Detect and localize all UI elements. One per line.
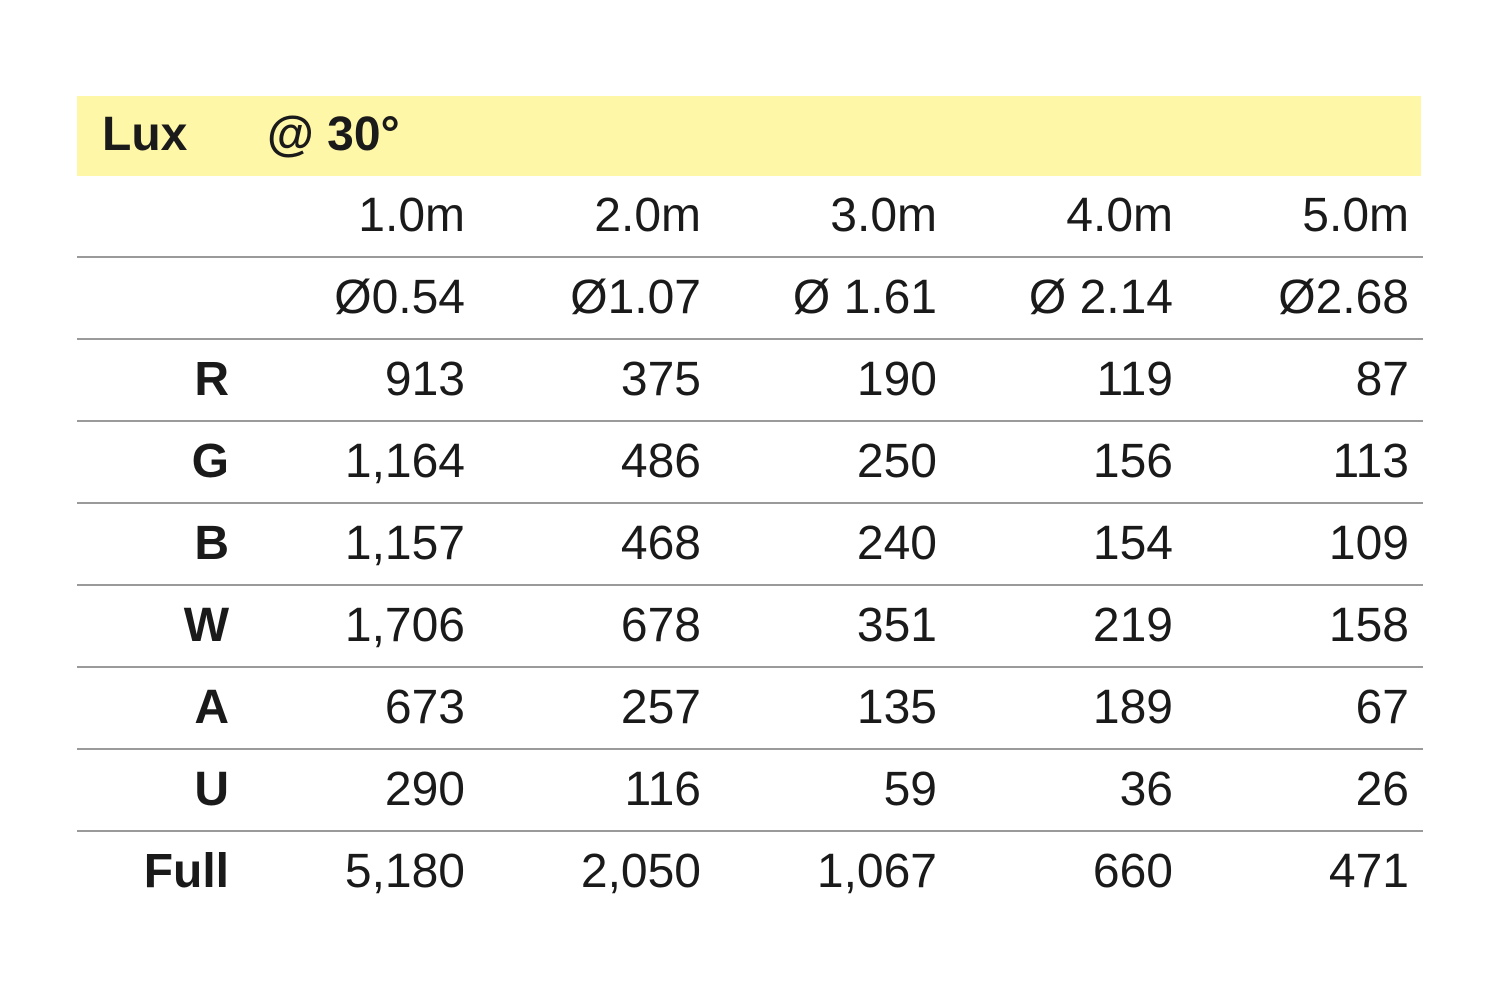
table-cell: 5,180 [229, 830, 465, 912]
table-cell: 673 [229, 666, 465, 749]
table-cell: Ø 2.14 [937, 256, 1173, 339]
table-cell: 113 [1173, 420, 1423, 503]
row-label [77, 176, 229, 257]
table-cell: 2,050 [465, 830, 701, 912]
table-cell: Ø1.07 [465, 256, 701, 339]
table-cell: 116 [465, 748, 701, 831]
table-cell: 219 [937, 584, 1173, 667]
table-cell: 1,706 [229, 584, 465, 667]
table-row: Full 5,180 2,050 1,067 660 471 [77, 830, 1423, 912]
table-cell: 26 [1173, 748, 1423, 831]
diameter-row: Ø0.54 Ø1.07 Ø 1.61 Ø 2.14 Ø2.68 [77, 256, 1423, 339]
row-label: W [77, 584, 229, 667]
beam-angle: @ 30° [267, 108, 400, 161]
table-cell: 486 [465, 420, 701, 503]
table-cell: 4.0m [1066, 189, 1173, 242]
table-row: R 913 375 190 119 87 [77, 338, 1423, 421]
table-cell: 1,157 [229, 502, 465, 585]
table-cell: 109 [1173, 502, 1423, 585]
table-row: W 1,706 678 351 219 158 [77, 584, 1423, 667]
table-cell: 257 [465, 666, 701, 749]
table-cell: 1,164 [229, 420, 465, 503]
table-cell: 678 [465, 584, 701, 667]
table-cell: 351 [701, 584, 937, 667]
table-cell: 36 [937, 748, 1173, 831]
table-cell: 468 [465, 502, 701, 585]
table-cell: Ø2.68 [1173, 256, 1423, 339]
row-label: R [77, 338, 229, 421]
table-cell: Ø 1.61 [701, 256, 937, 339]
row-label: B [77, 502, 229, 585]
table-cell: 154 [937, 502, 1173, 585]
row-label [77, 256, 229, 339]
table-cell: 189 [937, 666, 1173, 749]
table-cell: 158 [1173, 584, 1423, 667]
table-header-band: Lux @ 30° [77, 96, 1421, 176]
table-row: A 673 257 135 189 67 [77, 666, 1423, 749]
table-row: U 290 116 59 36 26 [77, 748, 1423, 831]
table-cell: 1.0m [358, 189, 465, 242]
table-cell: 250 [701, 420, 937, 503]
table-cell: 156 [937, 420, 1173, 503]
table-cell: Ø0.54 [229, 256, 465, 339]
row-label: A [77, 666, 229, 749]
table-title: Lux [102, 108, 188, 161]
table-cell: 67 [1173, 666, 1423, 749]
table-cell: 135 [701, 666, 937, 749]
table-row: G 1,164 486 250 156 113 [77, 420, 1423, 503]
row-label: U [77, 748, 229, 831]
row-label: Full [77, 830, 229, 912]
table-cell: 5.0m [1302, 189, 1409, 242]
table-row: B 1,157 468 240 154 109 [77, 502, 1423, 585]
table-cell: 660 [937, 830, 1173, 912]
table-cell: 190 [701, 338, 937, 421]
table-cell: 471 [1173, 830, 1423, 912]
table-cell: 375 [465, 338, 701, 421]
table-cell: 290 [229, 748, 465, 831]
table-cell: 2.0m [594, 189, 701, 242]
table-cell: 87 [1173, 338, 1423, 421]
table-cell: 1,067 [701, 830, 937, 912]
table-cell: 913 [229, 338, 465, 421]
table-cell: 59 [701, 748, 937, 831]
table-cell: 3.0m [830, 189, 937, 242]
table-cell: 119 [937, 338, 1173, 421]
table-cell: 240 [701, 502, 937, 585]
lux-table: 1.0m 2.0m 3.0m 4.0m 5.0m Ø0.54 Ø1.07 Ø 1.61 Ø 2.… [77, 176, 1423, 912]
distance-row: 1.0m 2.0m 3.0m 4.0m 5.0m [77, 176, 1423, 257]
row-label: G [77, 420, 229, 503]
